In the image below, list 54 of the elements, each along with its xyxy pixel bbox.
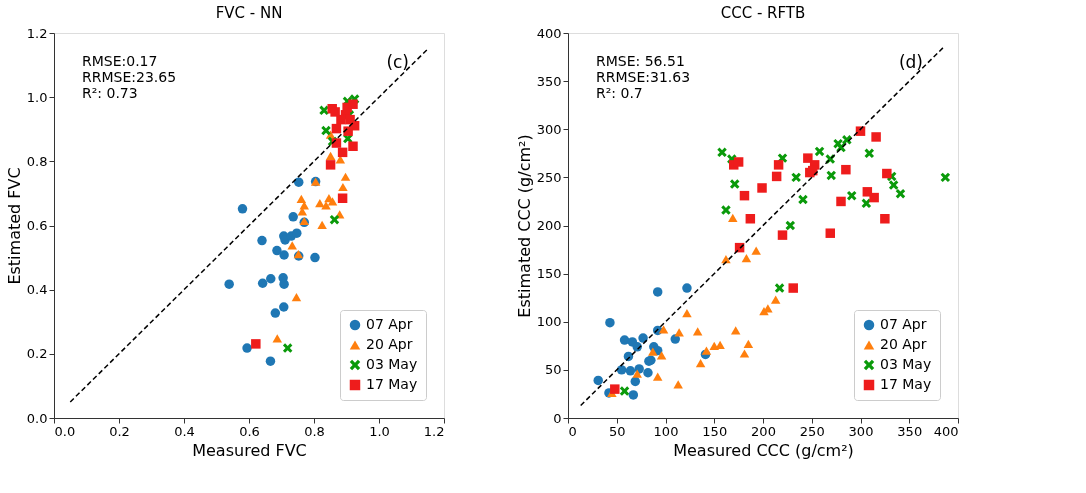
annotation: (c) (386, 52, 409, 72)
legend-label: 03 May (366, 356, 418, 372)
y-tick-label: 200 (536, 218, 562, 233)
x-tick-label: 0.6 (239, 423, 260, 439)
annotation: RRMSE:31.63 (596, 69, 691, 85)
y-tick-label: 350 (536, 73, 562, 89)
annotation: R²: 0.7 (596, 85, 643, 101)
x-tick-label: 1.2 (423, 423, 445, 439)
legend-label: 07 Apr (880, 316, 927, 332)
x-tick-label: 150 (702, 423, 728, 439)
y-axis-title: Estimated FVC (4, 167, 24, 285)
x-tick-label: 100 (653, 423, 679, 439)
y-tick-label: 100 (536, 314, 562, 330)
x-tick-label: 350 (897, 423, 923, 439)
x-tick-label: 0.8 (304, 423, 325, 439)
y-tick-label: 300 (536, 121, 562, 137)
y-tick-label: 1.0 (26, 89, 48, 105)
x-tick-label: 200 (751, 423, 776, 439)
x-axis-title: Measured CCC (g/cm²) (673, 440, 854, 460)
y-tick-label: 50 (544, 362, 562, 378)
x-tick-label: 0.0 (54, 423, 76, 439)
x-tick-label: 300 (848, 423, 874, 439)
annotation: RMSE: 56.51 (596, 53, 685, 69)
x-tick-label: 0.2 (109, 423, 130, 439)
legend-label: 20 Apr (880, 336, 927, 352)
y-axis-title: Estimated CCC (g/cm²) (514, 134, 534, 318)
y-tick-label: 0.0 (26, 410, 48, 426)
x-axis-title: Measured FVC (192, 440, 307, 460)
y-tick-label: 0.6 (26, 218, 48, 233)
y-tick-label: 1.2 (26, 25, 48, 41)
legend-label: 07 Apr (366, 316, 413, 332)
y-tick-label: 400 (536, 25, 562, 41)
y-tick-label: 0.8 (26, 153, 48, 169)
x-tick-label: 0.4 (174, 423, 195, 439)
y-tick-label: 0.4 (26, 282, 48, 298)
chart-title: FVC - NN (215, 4, 283, 22)
y-tick-label: 0 (553, 410, 562, 426)
x-tick-label: 250 (799, 423, 825, 439)
legend-label: 17 May (366, 376, 418, 392)
y-tick-label: 150 (536, 266, 562, 282)
x-tick-label: 400 (933, 423, 959, 439)
x-tick-label: 50 (608, 423, 626, 439)
legend-label: 17 May (880, 376, 932, 392)
chart-title: CCC - RFTB (720, 4, 806, 22)
legend-label: 03 May (880, 356, 932, 372)
annotation: R²: 0.73 (82, 85, 138, 101)
y-tick-label: 250 (536, 169, 562, 185)
annotation: RMSE:0.17 (82, 53, 158, 69)
y-tick-label: 0.2 (26, 346, 48, 362)
annotation: RRMSE:23.65 (82, 69, 177, 85)
x-tick-label: 0 (568, 423, 577, 439)
legend-label: 20 Apr (366, 336, 413, 352)
x-tick-label: 1.0 (369, 423, 390, 439)
annotation: (d) (898, 52, 923, 72)
